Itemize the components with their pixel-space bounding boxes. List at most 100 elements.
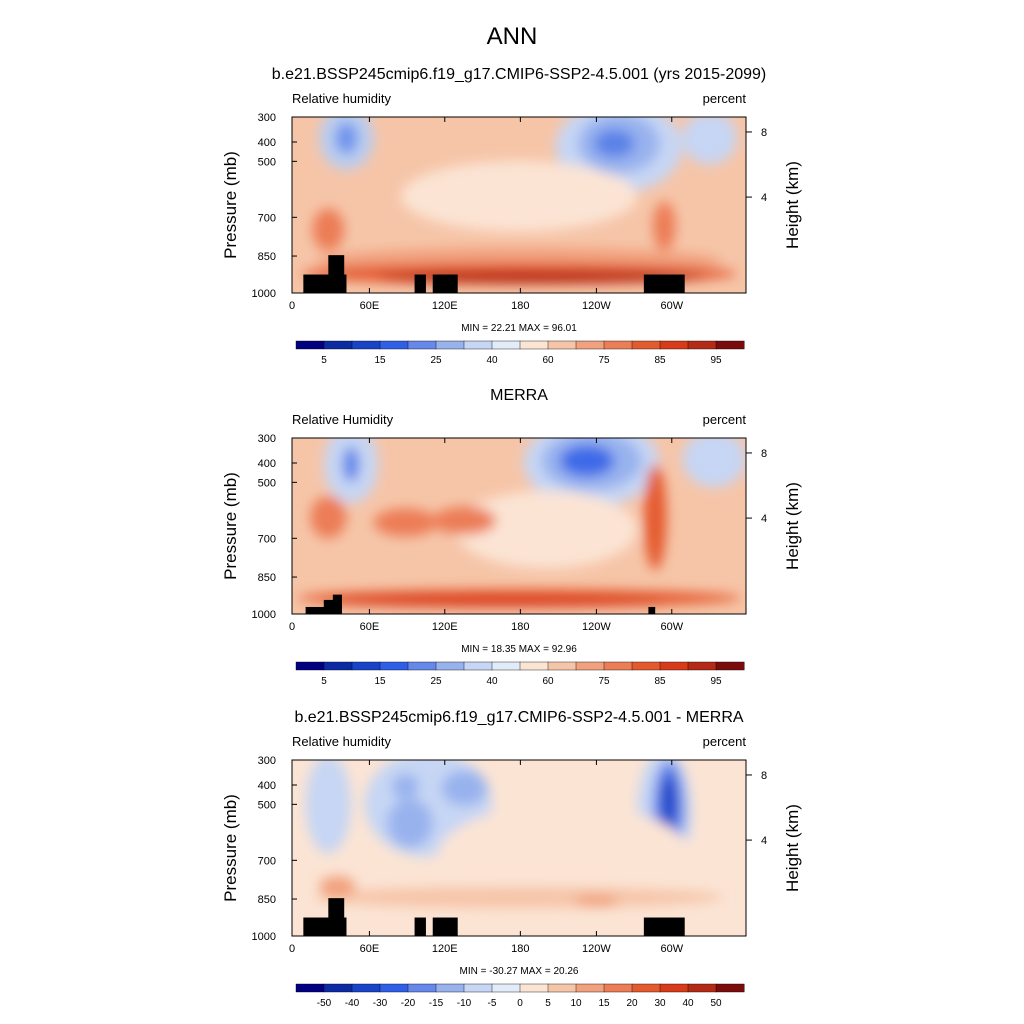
contour-regions: [296, 438, 746, 607]
colorbar-label: 10: [570, 998, 582, 1009]
colorbar-label: 5: [321, 355, 327, 366]
y-tick-label: 300: [258, 112, 276, 124]
colorbar-swatch: [407, 983, 437, 993]
colorbar-swatch: [323, 661, 353, 671]
colorbar-swatch: [687, 340, 717, 350]
colorbar-swatch: [659, 983, 689, 993]
colorbar-label: 85: [654, 355, 666, 366]
colorbar-label: 75: [598, 355, 610, 366]
colorbar-swatch: [351, 983, 381, 993]
x-tick-label: 120E: [432, 621, 458, 633]
y-tick-label: 300: [258, 755, 276, 767]
contour-region: [455, 490, 638, 569]
km-tick-label: 4: [761, 835, 767, 847]
contour-field: [292, 760, 746, 936]
contour-region: [441, 770, 488, 806]
contour-region: [573, 894, 619, 907]
colorbar-label: -30: [373, 998, 388, 1009]
km-tick-label: 4: [761, 192, 767, 204]
colorbar-swatch: [547, 661, 577, 671]
panel-title: b.e21.BSSP245cmip6.f19_g17.CMIP6-SSP2-4.…: [294, 709, 743, 726]
plot-frame: [291, 437, 747, 615]
topography-mask: [332, 594, 342, 614]
colorbar-swatch: [295, 983, 325, 993]
colorbar-swatch: [407, 661, 437, 671]
colorbar-label: 60: [542, 355, 554, 366]
y-tick-label: 400: [258, 458, 276, 470]
colorbar-swatch: [323, 340, 353, 350]
colorbar-label: 30: [654, 998, 666, 1009]
colorbar-label: 5: [321, 676, 327, 687]
variable-label: Relative humidity: [292, 91, 391, 106]
panel-3: b.e21.BSSP245cmip6.f19_g17.CMIP6-SSP2-4.…: [221, 709, 802, 1009]
colorbar-swatch: [351, 340, 381, 350]
contour-region: [305, 760, 352, 854]
panel-1: b.e21.BSSP245cmip6.f19_g17.CMIP6-SSP2-4.…: [221, 66, 802, 366]
colorbar-swatch: [519, 340, 549, 350]
colorbar-swatch: [519, 983, 549, 993]
contour-region: [432, 506, 497, 535]
x-tick-label: 60W: [660, 300, 683, 312]
colorbar-swatch: [603, 661, 633, 671]
x-tick-label: 180: [511, 621, 529, 633]
plot-frame: [291, 759, 747, 937]
colorbar-label: 85: [654, 676, 666, 687]
contour-region: [643, 464, 667, 570]
km-tick-label: 4: [761, 513, 767, 525]
x-tick-label: 60E: [360, 621, 380, 633]
contour-regions: [301, 117, 737, 285]
colorbar-label: -5: [488, 998, 497, 1009]
x-tick-label: 0: [289, 300, 295, 312]
contour-region: [391, 774, 420, 799]
y-axis-title: Pressure (mb): [221, 472, 240, 580]
y-tick-label: 1000: [252, 609, 276, 621]
y-tick-label: 850: [258, 251, 276, 263]
colorbar-label: 75: [598, 676, 610, 687]
colorbar-label: 25: [430, 355, 442, 366]
colorbar-label: 20: [626, 998, 638, 1009]
y-tick-label: 1000: [252, 931, 276, 943]
km-tick-label: 8: [761, 127, 767, 139]
x-tick-label: 60W: [660, 621, 683, 633]
colorbar-swatch: [603, 983, 633, 993]
topography-mask: [643, 917, 685, 936]
contour-region: [342, 446, 360, 482]
x-tick-label: 0: [289, 621, 295, 633]
colorbar-swatch: [575, 340, 605, 350]
colorbar-swatch: [687, 983, 717, 993]
topography-mask: [328, 898, 345, 936]
colorbar-swatch: [659, 340, 689, 350]
colorbar-swatch: [379, 340, 409, 350]
min-max-label: MIN = 18.35 MAX = 92.96: [461, 644, 577, 655]
colorbar-swatch: [575, 661, 605, 671]
panels: b.e21.BSSP245cmip6.f19_g17.CMIP6-SSP2-4.…: [221, 66, 802, 1009]
y-tick-label: 300: [258, 433, 276, 445]
y-tick-label: 500: [258, 799, 276, 811]
colorbar-swatch: [407, 340, 437, 350]
colorbar-swatch: [715, 661, 745, 671]
plot-frame: [291, 116, 747, 294]
colorbar-label: 0: [517, 998, 523, 1009]
contour-field: [292, 438, 746, 614]
colorbar-swatch: [435, 340, 465, 350]
colorbar-swatch: [687, 661, 717, 671]
contour-region: [312, 208, 345, 251]
x-tick-label: 60E: [360, 300, 380, 312]
variable-label: Relative humidity: [292, 734, 391, 749]
y-tick-label: 700: [258, 533, 276, 545]
contour-field: [292, 117, 746, 293]
figure-title: ANN: [487, 23, 538, 50]
y-tick-label: 700: [258, 212, 276, 224]
colorbar-label: 95: [710, 355, 722, 366]
colorbar-swatch: [519, 661, 549, 671]
y-axis-title-right: Height (km): [783, 482, 802, 570]
colorbar-label: -40: [345, 998, 360, 1009]
colorbar-label: -10: [457, 998, 472, 1009]
colorbar-swatch: [463, 661, 493, 671]
colorbar-label: -20: [401, 998, 416, 1009]
contour-region: [373, 508, 438, 537]
colorbar-label: 40: [682, 998, 694, 1009]
y-tick-label: 500: [258, 477, 276, 489]
x-tick-label: 120W: [582, 621, 611, 633]
